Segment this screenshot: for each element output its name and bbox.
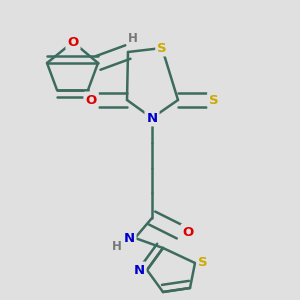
Text: O: O [85, 94, 97, 106]
Text: N: N [146, 112, 158, 124]
Text: N: N [134, 263, 145, 277]
Text: H: H [112, 239, 122, 253]
Text: S: S [198, 256, 208, 269]
Text: S: S [157, 41, 167, 55]
Text: S: S [209, 94, 219, 106]
Text: N: N [123, 232, 135, 244]
Text: H: H [128, 32, 138, 44]
Text: O: O [68, 35, 79, 49]
Text: O: O [182, 226, 194, 238]
